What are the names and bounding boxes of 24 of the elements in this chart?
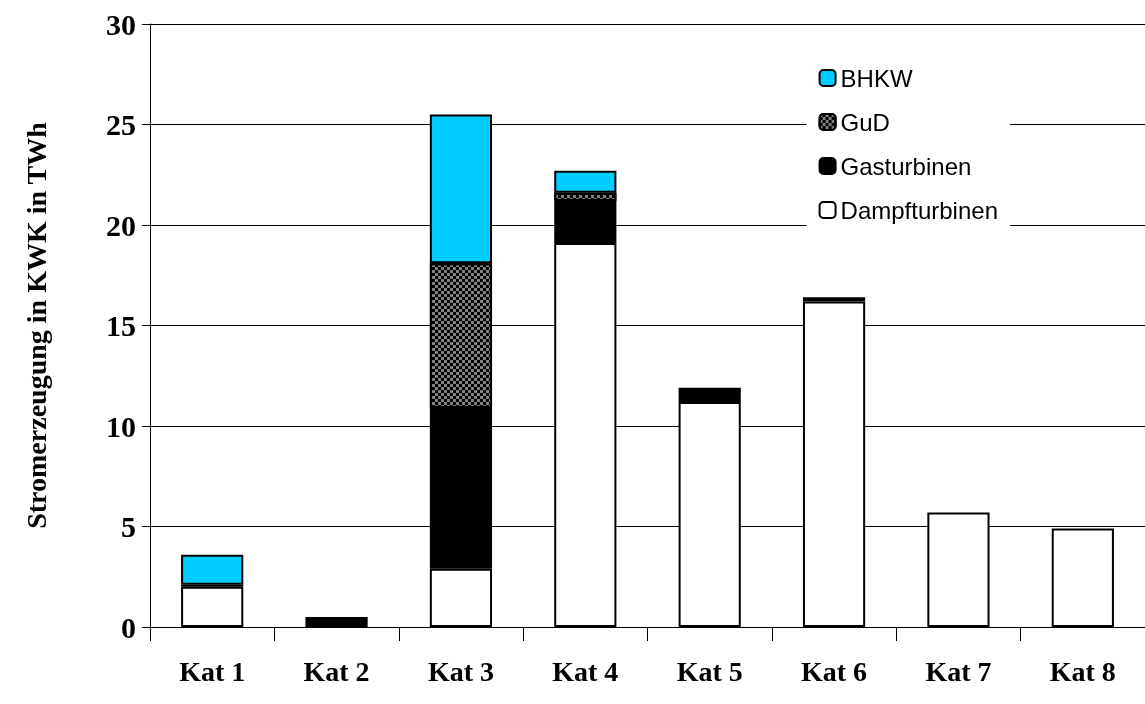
- y-tick-label: 20: [106, 208, 136, 242]
- y-axis-title: Stromerzeugung in KWK in TWh: [20, 121, 52, 529]
- bar: [1051, 528, 1114, 627]
- bar: [181, 554, 244, 585]
- x-tick-label: Kat 8: [1049, 655, 1116, 687]
- x-tick-label: Kat 7: [925, 655, 992, 687]
- x-tick-label: Kat 4: [552, 655, 619, 687]
- x-tick-label: Kat 6: [801, 655, 868, 687]
- x-tick-label: Kat 3: [427, 655, 494, 687]
- x-tick-label: Kat 2: [303, 655, 370, 687]
- y-tick-label: 0: [121, 610, 136, 644]
- legend-label: Dampfturbinen: [840, 196, 998, 224]
- y-tick-label: 30: [106, 7, 136, 41]
- y-tick-label: 25: [106, 108, 136, 141]
- x-tick-label: Kat 5: [676, 655, 743, 687]
- legend-label: Gasturbinen: [840, 152, 972, 180]
- bar: [181, 586, 244, 627]
- x-tick-label: Kat 1: [179, 655, 246, 687]
- legend-label: GuD: [840, 108, 890, 136]
- bar: [305, 616, 368, 627]
- y-tick-label: 15: [106, 309, 136, 342]
- y-tick-label: 10: [106, 409, 136, 443]
- y-tick-label: 5: [121, 510, 136, 543]
- legend-label: BHKW: [840, 64, 913, 92]
